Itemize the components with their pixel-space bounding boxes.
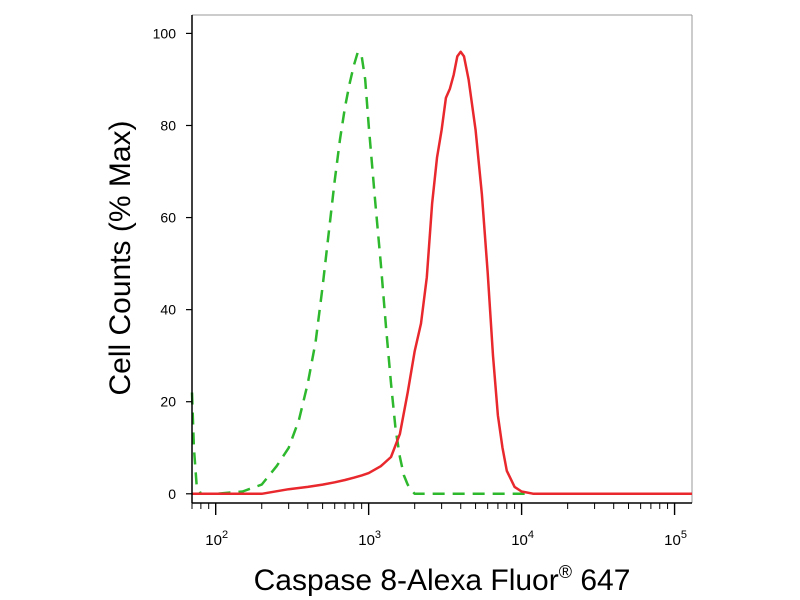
x-tick-base: 10 [205,532,222,549]
y-tick-label: 40 [160,302,176,318]
x-axis-title-suffix: 647 [572,564,630,597]
x-tick-exponent: 5 [681,529,687,541]
x-tick-base: 10 [511,532,528,549]
x-axis-ticks: 102 103 104 105 [191,503,687,549]
x-tick-exponent: 3 [375,529,381,541]
series-line-1 [190,50,692,496]
x-tick-label: 104 [511,529,534,549]
y-axis-title: Cell Counts (% Max) [104,120,137,395]
y-tick-label: 80 [160,117,176,133]
y-tick-label: 100 [153,25,177,41]
y-tick-label: 0 [168,486,176,502]
x-tick-exponent: 4 [528,529,534,541]
x-tick-label: 105 [664,529,687,549]
x-axis-title-registered-mark: ® [559,562,572,582]
series-layer [190,50,692,496]
series-line-2 [192,50,692,496]
axes [191,15,692,504]
plot-frame [192,14,693,503]
x-axis-title: Caspase 8-Alexa Fluor® 647 [254,562,631,597]
y-tick-label: 20 [160,394,176,410]
x-tick-base: 10 [664,532,681,549]
x-tick-label: 102 [205,529,228,549]
x-axis-title-main: Caspase 8-Alexa Fluor [254,564,559,597]
x-tick-exponent: 2 [222,529,228,541]
y-axis-ticks: 0 20 40 60 80 100 [153,25,192,502]
x-tick-base: 10 [358,532,375,549]
x-tick-label: 103 [358,529,381,549]
y-tick-label: 60 [160,210,176,226]
